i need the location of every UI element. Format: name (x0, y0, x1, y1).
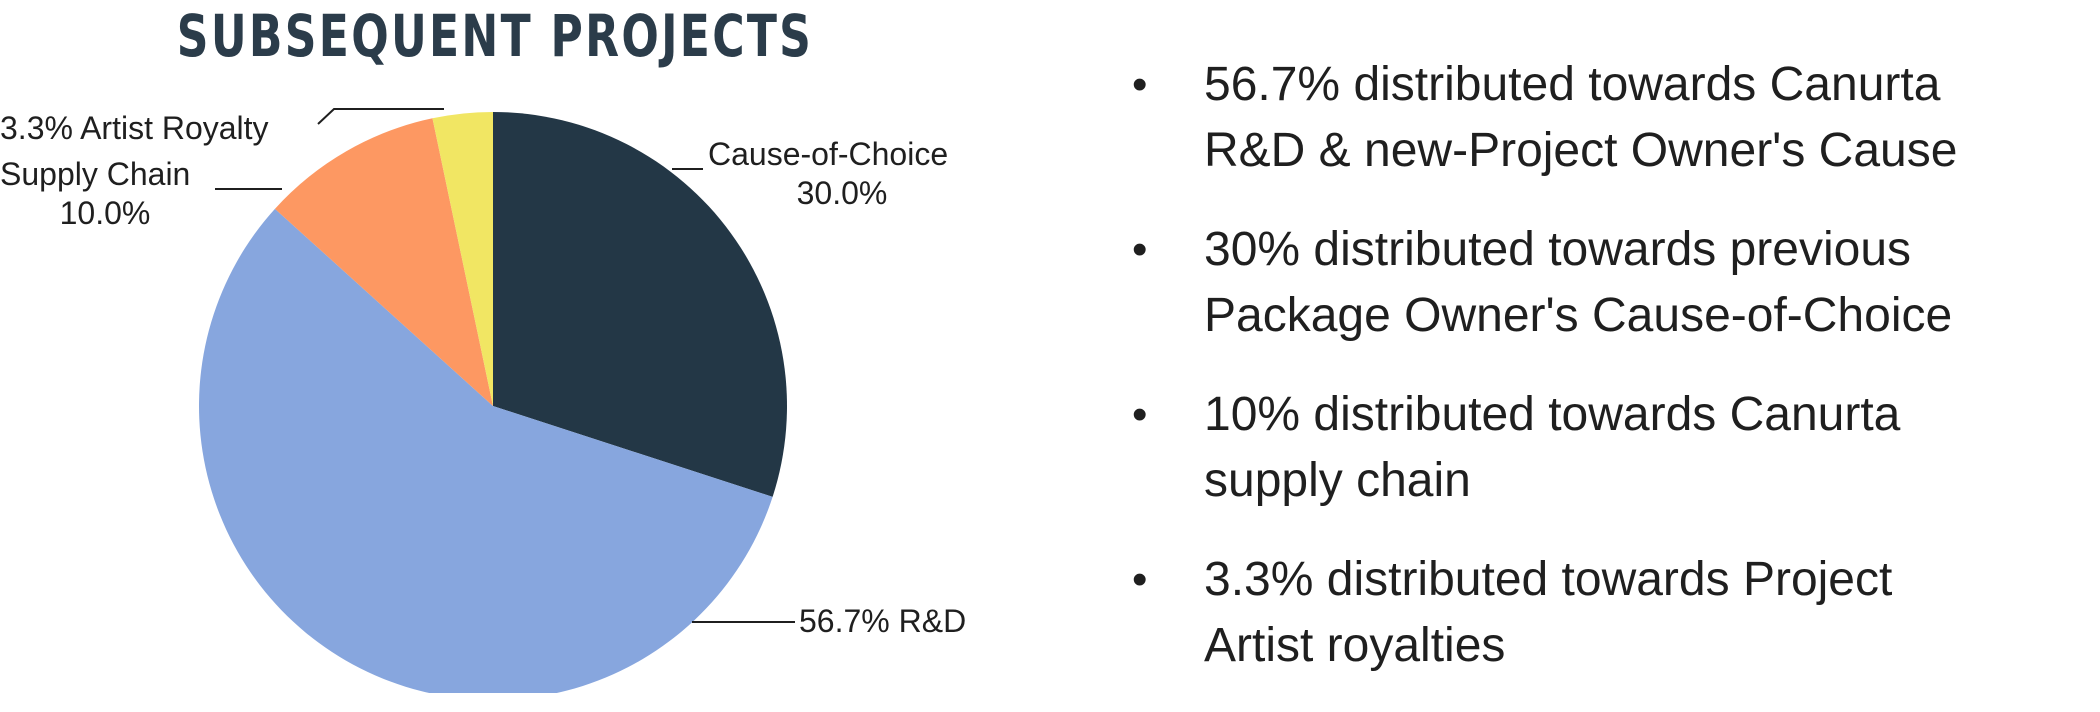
pie-slice-artist-royalty (432, 112, 493, 406)
bullet-line: Package Owner's Cause-of-Choice (1204, 289, 1953, 342)
pie-slices (199, 112, 787, 693)
bullet-line: R&D & new-Project Owner's Cause (1204, 124, 1958, 177)
bullet-item: • 56.7% distributed towards Canurta R&D … (1128, 52, 2088, 184)
pie-svg: Cause-of-Choice 30.0% 56.7% R&D Supply C… (0, 108, 966, 693)
bullet-icon: • (1132, 555, 1148, 604)
pie-slice-r-d (199, 208, 773, 693)
pie-chart: SUBSEQUENT PROJECTS Cause-of-Choice 30.0… (0, 0, 1000, 693)
slice-label-supply-chain: Supply Chain (0, 156, 190, 192)
bullet-line: 30% distributed towards previous (1204, 223, 1912, 276)
bullet-item: • 3.3% distributed towards Project Artis… (1128, 547, 2088, 679)
bullet-line: Artist royalties (1204, 619, 1506, 672)
slice-label-rd: 56.7% R&D (799, 603, 966, 639)
bullet-line: 3.3% distributed towards Project (1204, 553, 1893, 606)
bullet-line: supply chain (1204, 454, 1471, 507)
chart-title: SUBSEQUENT PROJECTS (176, 2, 814, 70)
bullet-line: 56.7% distributed towards Canurta (1204, 58, 1941, 111)
slice-value-cause-of-choice: 30.0% (797, 175, 888, 211)
slice-label-artist-royalty: 3.3% Artist Royalty (0, 110, 269, 146)
bullet-icon: • (1132, 60, 1148, 109)
pie-slice-supply-chain (274, 118, 493, 406)
bullet-item: • 10% distributed towards Canurta supply… (1128, 382, 2088, 514)
bullet-icon: • (1132, 390, 1148, 439)
bullet-icon: • (1132, 225, 1148, 274)
bullet-item: • 30% distributed towards previous Packa… (1128, 217, 2088, 349)
slice-label-cause-of-choice: Cause-of-Choice (708, 136, 948, 172)
distribution-bullet-list: • 56.7% distributed towards Canurta R&D … (1128, 52, 2088, 712)
bullet-line: 10% distributed towards Canurta (1204, 388, 1901, 441)
pie-slice-cause-of-choice (493, 112, 787, 497)
slice-value-supply-chain: 10.0% (60, 195, 151, 231)
leader-line-artist-royalty (317, 108, 444, 125)
